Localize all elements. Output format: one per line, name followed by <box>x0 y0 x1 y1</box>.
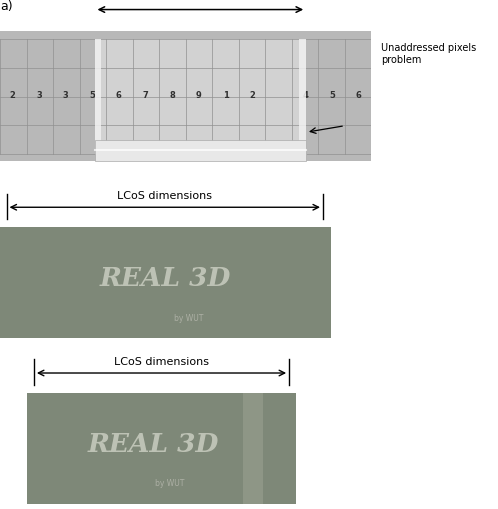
Text: a): a) <box>0 0 12 13</box>
Bar <box>95 40 101 155</box>
Text: 9: 9 <box>196 91 202 100</box>
Text: Unaddressed pixels
problem: Unaddressed pixels problem <box>381 43 476 65</box>
Text: 8: 8 <box>169 91 175 100</box>
Text: 3: 3 <box>63 91 68 100</box>
Bar <box>0 32 371 161</box>
Text: LCoS dimensions: LCoS dimensions <box>114 356 209 366</box>
Text: 2: 2 <box>9 91 15 100</box>
Text: 5: 5 <box>329 91 335 100</box>
Text: 4: 4 <box>302 91 308 100</box>
Bar <box>27 393 359 504</box>
Text: 6: 6 <box>116 91 122 100</box>
Text: 3: 3 <box>36 91 42 100</box>
Text: 7: 7 <box>142 91 148 100</box>
Bar <box>0 228 331 338</box>
Text: by WUT: by WUT <box>155 478 184 488</box>
Bar <box>299 40 306 155</box>
Text: 5: 5 <box>89 91 95 100</box>
Bar <box>95 40 306 155</box>
Text: 6: 6 <box>356 91 362 100</box>
Text: LCoS dimensions: LCoS dimensions <box>117 190 212 201</box>
Bar <box>243 393 262 504</box>
Text: by WUT: by WUT <box>174 313 204 322</box>
Text: 2: 2 <box>249 91 255 100</box>
Text: REAL 3D: REAL 3D <box>88 431 219 457</box>
Text: 1: 1 <box>223 91 229 100</box>
Bar <box>95 140 306 161</box>
Text: REAL 3D: REAL 3D <box>100 266 231 291</box>
